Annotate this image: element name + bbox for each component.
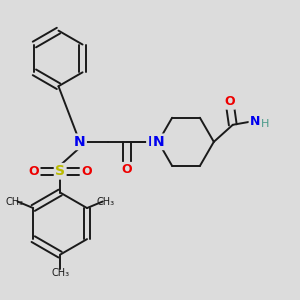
Text: CH₃: CH₃ xyxy=(5,196,23,206)
Text: N: N xyxy=(152,135,164,149)
Text: O: O xyxy=(28,165,39,178)
Text: H: H xyxy=(261,119,269,129)
Text: O: O xyxy=(81,165,92,178)
Text: N: N xyxy=(250,115,260,128)
Text: CH₃: CH₃ xyxy=(97,196,115,206)
Text: N: N xyxy=(74,135,85,149)
Text: O: O xyxy=(224,95,235,108)
Text: N: N xyxy=(148,135,159,149)
Text: CH₃: CH₃ xyxy=(51,268,69,278)
Text: O: O xyxy=(122,163,133,176)
Text: S: S xyxy=(55,164,65,178)
